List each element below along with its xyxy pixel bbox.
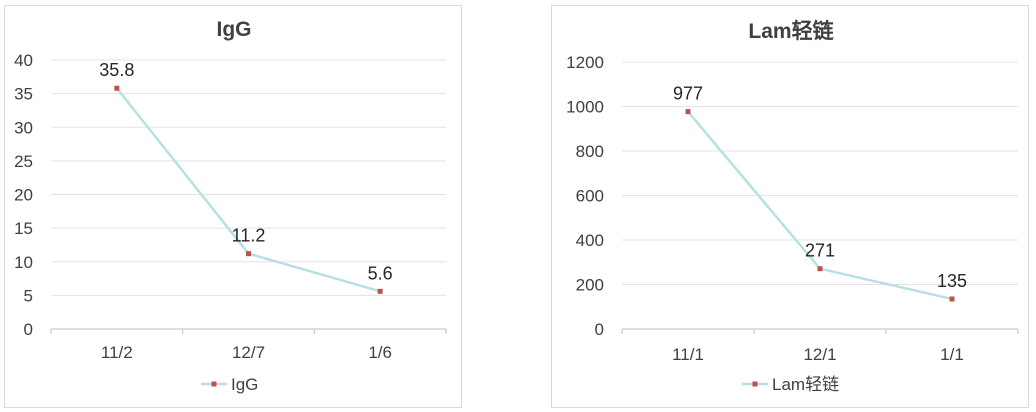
y-tick-label: 35: [14, 85, 33, 104]
igg-chart-panel: IgG 0 5 10 15 20 25 30 35 40 11/2 12/7 1/6 35.8 11.2 5.…: [4, 5, 462, 408]
y-tick-label: 5: [24, 286, 33, 305]
series-line: [115, 87, 381, 293]
data-label: 11.2: [232, 226, 266, 246]
lam-chart-panel: Lam轻链 0 200 400 600 800 1000 1200 11/1 12/1 1/1 977…: [551, 5, 1029, 408]
data-label: 5.6: [368, 263, 393, 283]
y-tick-label: 0: [24, 320, 33, 339]
lam-chart: Lam轻链 0 200 400 600 800 1000 1200 11/1 12/1 1/1 977…: [566, 19, 1019, 394]
legend-label: Lam轻链: [772, 375, 839, 394]
x-tick-label: 1/6: [368, 343, 392, 362]
data-label: 271: [805, 241, 835, 261]
data-point: [377, 288, 383, 294]
y-tick-label: 40: [14, 51, 33, 70]
y-tick-label: 10: [14, 253, 33, 272]
legend-marker-swatch: [752, 381, 758, 387]
y-tick-label: 30: [14, 118, 33, 137]
data-point: [246, 251, 251, 257]
chart-title: Lam轻链: [748, 19, 834, 43]
y-tick-label: 800: [576, 142, 604, 161]
chart-title: IgG: [217, 18, 252, 41]
y-tick-label: 600: [576, 187, 604, 206]
y-tick-label: 15: [14, 219, 33, 238]
y-tick-label: 400: [576, 231, 604, 250]
data-label: 977: [673, 84, 703, 104]
legend-marker-swatch: [211, 381, 217, 387]
x-tick-label: 11/2: [101, 343, 133, 362]
y-tick-label: 1200: [566, 53, 604, 72]
data-label: 35.8: [99, 60, 134, 80]
y-tick-label: 25: [14, 152, 33, 171]
x-tick-label: 11/1: [672, 345, 704, 364]
igg-chart: IgG 0 5 10 15 20 25 30 35 40 11/2 12/7 1/6 35.8 11.2 5.…: [14, 18, 447, 394]
y-tick-label: 200: [576, 276, 604, 295]
data-point: [685, 109, 691, 115]
data-label: 135: [937, 271, 967, 291]
data-point: [817, 266, 823, 272]
data-point: [114, 85, 120, 91]
x-tick-label: 12/7: [232, 343, 265, 362]
y-tick-label: 0: [595, 320, 604, 339]
data-point: [949, 296, 955, 302]
x-tick-label: 1/1: [940, 345, 964, 364]
y-tick-label: 20: [14, 186, 33, 205]
legend-label: IgG: [231, 375, 258, 394]
x-tick-label: 12/1: [803, 345, 836, 364]
y-tick-label: 1000: [566, 98, 604, 117]
